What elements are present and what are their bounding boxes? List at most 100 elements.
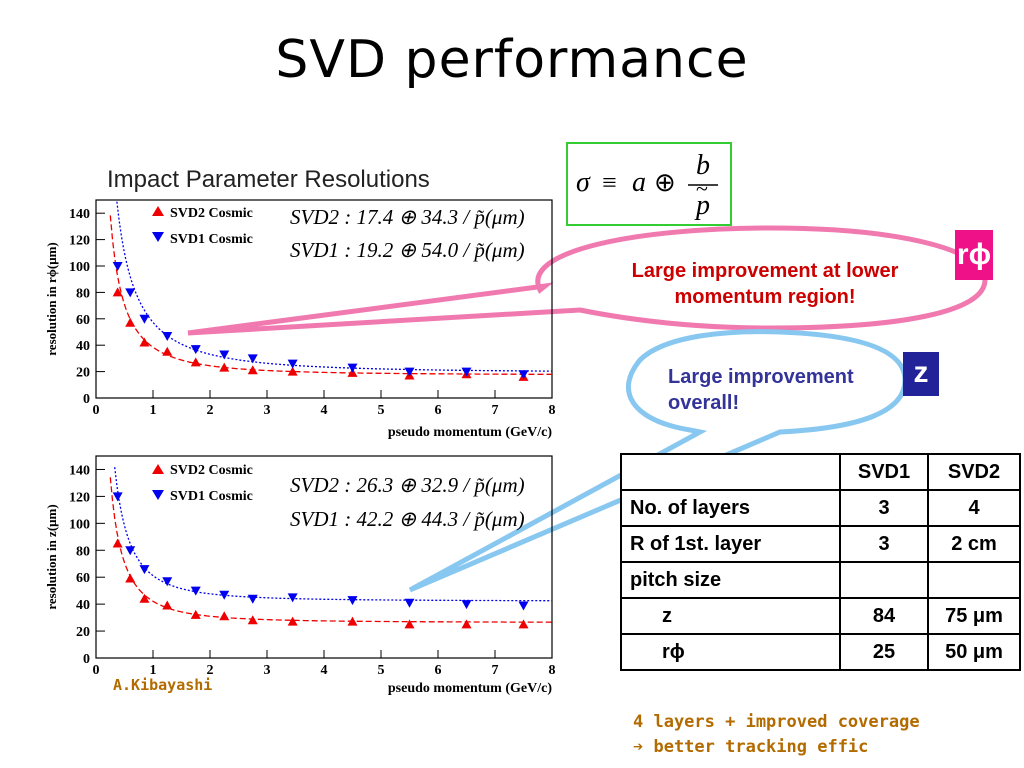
x-tick-label: 1 — [150, 663, 157, 678]
legend-svd2-marker — [152, 206, 164, 216]
y-tick-label: 20 — [76, 366, 90, 381]
callout-rphi-text: Large improvement at lower momentum regi… — [585, 258, 945, 310]
formula-tilde: ~ — [696, 176, 708, 201]
x-tick-label: 4 — [321, 663, 328, 678]
y-tick-label: 60 — [76, 571, 90, 586]
legend-svd1-label: SVD1 Cosmic — [170, 489, 253, 504]
table-cell: 25 — [839, 633, 929, 671]
legend-svd2-label: SVD2 Cosmic — [170, 206, 253, 221]
table-cell: 2 cm — [927, 525, 1021, 563]
data-point-svd2 — [125, 317, 136, 327]
table-row: rϕ 25 50 μm — [620, 633, 1021, 671]
formula-p: p — [694, 190, 710, 221]
data-point-svd1 — [518, 601, 529, 611]
data-point-svd2 — [112, 538, 123, 548]
data-point-svd1 — [247, 354, 258, 364]
x-axis-label: pseudo momentum (GeV/c) — [388, 425, 552, 440]
y-tick-label: 80 — [76, 544, 90, 559]
y-tick-label: 80 — [76, 286, 90, 301]
data-point-svd1 — [518, 370, 529, 380]
data-point-svd2 — [347, 616, 358, 626]
data-point-svd2 — [162, 600, 173, 610]
x-axis-label: pseudo momentum (GeV/c) — [388, 681, 552, 696]
data-point-svd2 — [461, 619, 472, 629]
data-point-svd1 — [287, 359, 298, 369]
y-tick-label: 100 — [69, 260, 90, 275]
resolution-formula: σ ≡ a ⊕ b p ~ — [566, 142, 732, 226]
callout-z-line2: overall! — [668, 392, 740, 414]
data-point-svd1 — [162, 331, 173, 341]
formula-a: a — [632, 167, 646, 198]
table-header-cell — [620, 453, 841, 491]
legend-svd2-label: SVD2 Cosmic — [170, 463, 253, 478]
y-tick-label: 140 — [69, 463, 90, 478]
table-cell: 3 — [839, 489, 929, 527]
legend: SVD2 Cosmic SVD1 Cosmic — [152, 463, 253, 504]
svd-spec-table: SVD1 SVD2 No. of layers 3 4 R of 1st. la… — [620, 453, 1021, 671]
table-cell: R of 1st. layer — [620, 525, 841, 563]
summary-note-line1: 4 layers + improved coverage — [633, 712, 920, 732]
x-tick-label: 2 — [207, 403, 214, 418]
data-point-svd2 — [404, 619, 415, 629]
formula-sigma: σ — [576, 167, 591, 198]
data-point-svd1 — [112, 492, 123, 502]
data-point-svd1 — [219, 590, 230, 600]
formula-b: b — [696, 150, 710, 181]
fit-curve-svd2 — [109, 215, 552, 375]
table-cell: 84 — [839, 597, 929, 635]
data-point-svd2 — [139, 593, 150, 603]
data-point-svd2 — [219, 362, 230, 372]
y-tick-label: 40 — [76, 339, 90, 354]
table-cell: No. of layers — [620, 489, 841, 527]
x-tick-label: 1 — [150, 403, 157, 418]
data-point-svd2 — [247, 365, 258, 375]
table-cell — [927, 561, 1021, 599]
legend-svd1-label: SVD1 Cosmic — [170, 232, 253, 247]
y-tick-label: 140 — [69, 207, 90, 222]
x-tick-label: 5 — [378, 663, 385, 678]
callout-rphi-line2: momentum region! — [674, 286, 856, 308]
data-point-svd2 — [112, 287, 123, 297]
data-point-svd2 — [190, 357, 201, 367]
fit-curve-svd1 — [116, 201, 552, 372]
table-cell: 75 μm — [927, 597, 1021, 635]
z-badge: z — [903, 352, 939, 396]
callout-z-text: Large improvement overall! — [668, 364, 903, 416]
data-points — [112, 492, 529, 629]
data-point-svd2 — [190, 609, 201, 619]
fit-formula-svd2: SVD2 : 17.4 ⊕ 34.3 / p̃(μm) — [290, 205, 525, 229]
slide-title: SVD performance — [275, 30, 749, 90]
x-tick-label: 3 — [264, 403, 271, 418]
y-tick-label: 60 — [76, 313, 90, 328]
table-row: No. of layers 3 4 — [620, 489, 1021, 527]
table-row: z 84 75 μm — [620, 597, 1021, 635]
data-point-svd2 — [287, 616, 298, 626]
data-point-svd1 — [347, 363, 358, 373]
table-cell: 4 — [927, 489, 1021, 527]
x-tick-label: 0 — [93, 663, 100, 678]
table-cell: rϕ — [620, 633, 841, 671]
table-cell — [839, 561, 929, 599]
data-point-svd1 — [125, 288, 136, 298]
x-tick-label: 2 — [207, 663, 214, 678]
x-tick-label: 8 — [549, 403, 556, 418]
y-tick-label: 100 — [69, 517, 90, 532]
x-tick-label: 3 — [264, 663, 271, 678]
x-tick-label: 6 — [435, 663, 442, 678]
data-point-svd1 — [162, 577, 173, 587]
data-point-svd1 — [112, 262, 123, 271]
data-point-svd1 — [219, 350, 230, 360]
formula-oplus: ⊕ — [654, 168, 676, 197]
y-axis-label: resolution in z(μm) — [44, 504, 59, 609]
data-point-svd1 — [461, 367, 472, 377]
callout-rphi-line1: Large improvement at lower — [631, 260, 899, 282]
legend-svd1-marker — [152, 490, 164, 500]
chart-heading: Impact Parameter Resolutions — [107, 166, 430, 193]
data-point-svd1 — [404, 598, 415, 608]
table-row: R of 1st. layer 3 2 cm — [620, 525, 1021, 563]
y-tick-label: 20 — [76, 625, 90, 640]
table-row: pitch size — [620, 561, 1021, 599]
data-point-svd1 — [139, 314, 150, 324]
data-point-svd1 — [287, 593, 298, 603]
